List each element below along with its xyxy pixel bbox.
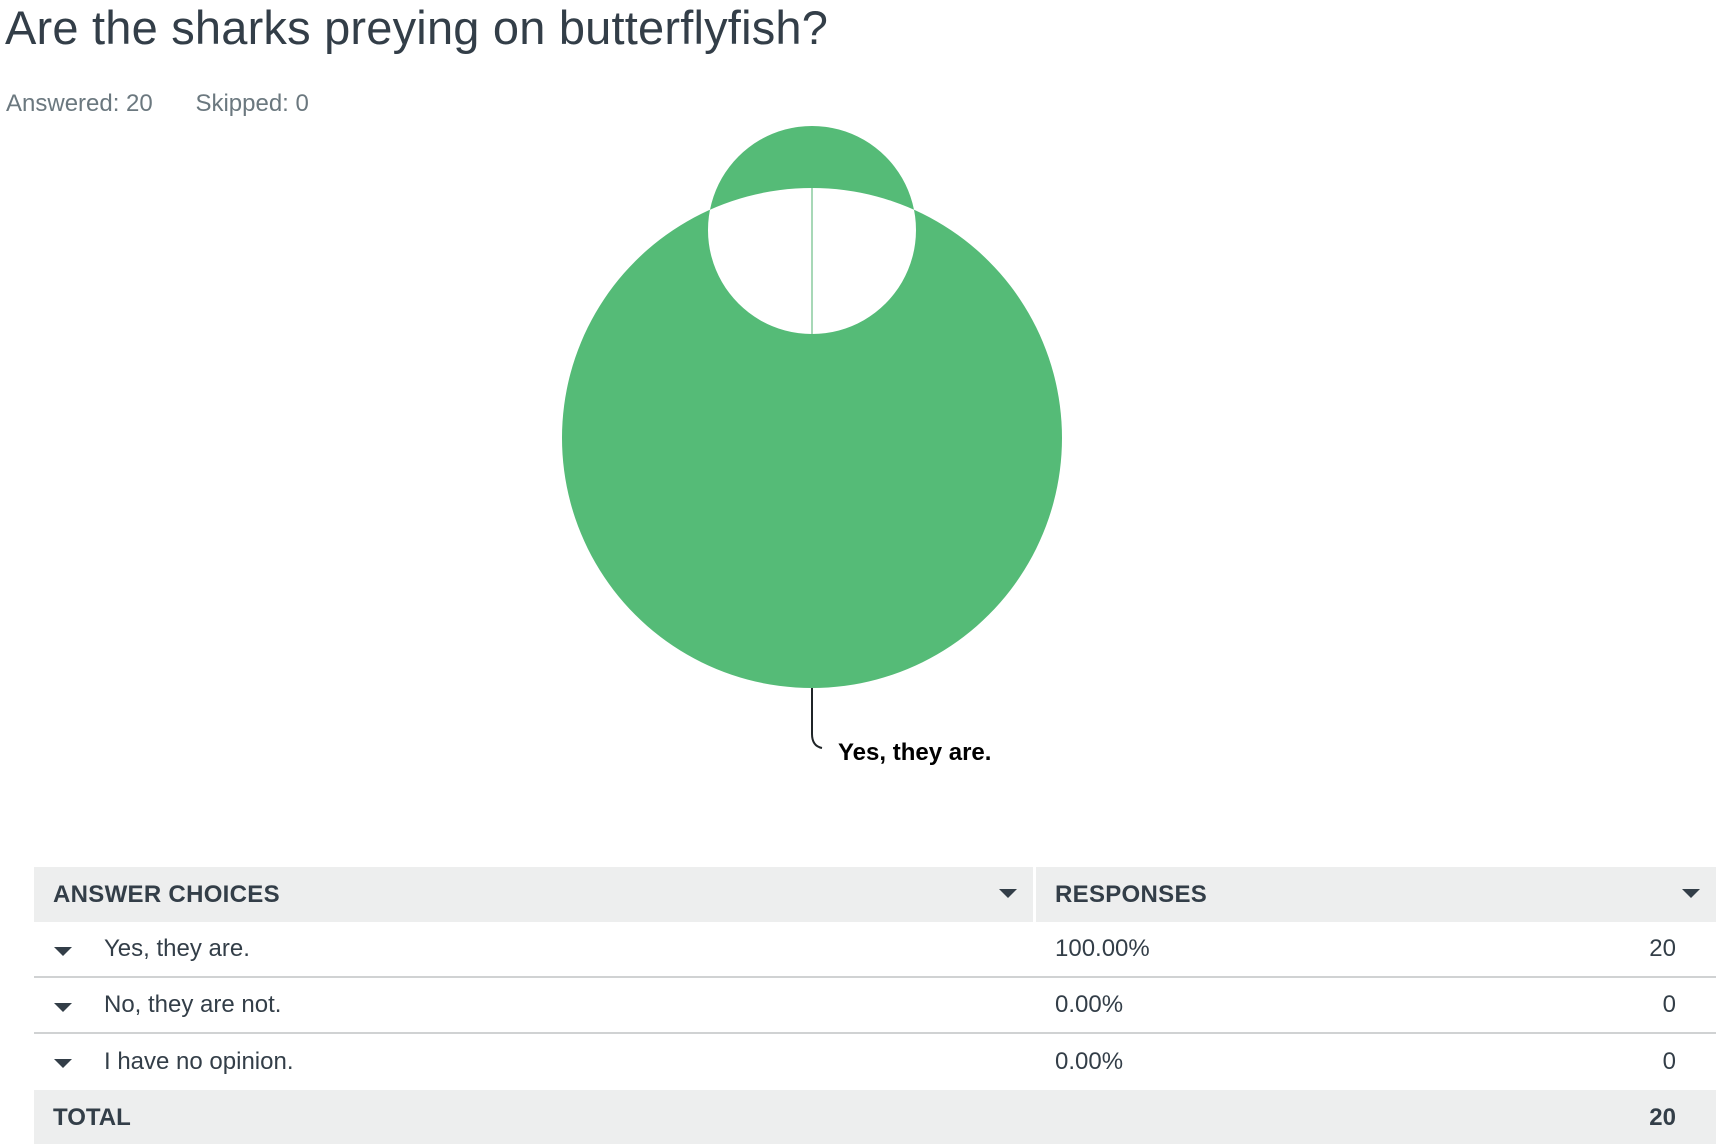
response-cell: 0.00% 0 bbox=[1036, 1034, 1716, 1090]
answer-choices-header[interactable]: ANSWER CHOICES bbox=[34, 867, 1036, 922]
donut-slice[interactable] bbox=[561, 125, 1062, 688]
answer-choice-label: No, they are not. bbox=[104, 991, 282, 1018]
response-cell: 0.00% 0 bbox=[1036, 978, 1716, 1032]
response-percent: 0.00% bbox=[1055, 1048, 1124, 1075]
label-leader-line bbox=[811, 688, 823, 749]
response-count: 0 bbox=[1662, 1048, 1676, 1075]
responses-table: ANSWER CHOICES RESPONSES Yes, they are. … bbox=[34, 867, 1716, 1144]
total-label-cell: TOTAL bbox=[34, 1090, 1036, 1144]
donut-chart: Yes, they are. bbox=[0, 120, 1716, 800]
answer-choice-label: Yes, they are. bbox=[104, 935, 250, 962]
sort-caret-icon[interactable] bbox=[1682, 889, 1700, 898]
table-header-row: ANSWER CHOICES RESPONSES bbox=[34, 867, 1716, 922]
response-cell: 100.00% 20 bbox=[1036, 922, 1716, 976]
response-count: 20 bbox=[1649, 935, 1676, 962]
sort-caret-icon[interactable] bbox=[999, 889, 1017, 898]
slice-label: Yes, they are. bbox=[838, 739, 991, 766]
table-row: No, they are not. 0.00% 0 bbox=[34, 978, 1716, 1034]
question-title: Are the sharks preying on butterflyfish? bbox=[5, 1, 829, 54]
response-percent: 100.00% bbox=[1055, 935, 1150, 962]
table-row: Yes, they are. 100.00% 20 bbox=[34, 922, 1716, 978]
total-count: 20 bbox=[1649, 1103, 1676, 1131]
skipped-count: Skipped: 0 bbox=[195, 90, 309, 117]
response-count: 0 bbox=[1662, 991, 1676, 1018]
expand-caret-icon[interactable] bbox=[54, 947, 72, 956]
donut-chart-svg: Yes, they are. bbox=[561, 125, 1062, 766]
responses-header[interactable]: RESPONSES bbox=[1036, 867, 1716, 922]
table-row: I have no opinion. 0.00% 0 bbox=[34, 1034, 1716, 1090]
total-label: TOTAL bbox=[53, 1103, 131, 1131]
response-percent: 0.00% bbox=[1055, 991, 1124, 1018]
expand-caret-icon[interactable] bbox=[54, 1003, 72, 1012]
response-meta: Answered: 20 Skipped: 0 bbox=[6, 90, 309, 118]
answer-choice-cell: No, they are not. bbox=[34, 978, 1036, 1032]
table-total-row: TOTAL 20 bbox=[34, 1090, 1716, 1144]
answered-count: Answered: 20 bbox=[6, 90, 153, 117]
responses-header-label: RESPONSES bbox=[1055, 880, 1208, 908]
answer-choices-header-label: ANSWER CHOICES bbox=[53, 880, 280, 908]
answer-choice-label: I have no opinion. bbox=[104, 1048, 294, 1075]
answer-choice-cell: I have no opinion. bbox=[34, 1034, 1036, 1090]
expand-caret-icon[interactable] bbox=[54, 1059, 72, 1068]
total-count-cell: 20 bbox=[1036, 1090, 1716, 1144]
answer-choice-cell: Yes, they are. bbox=[34, 922, 1036, 976]
